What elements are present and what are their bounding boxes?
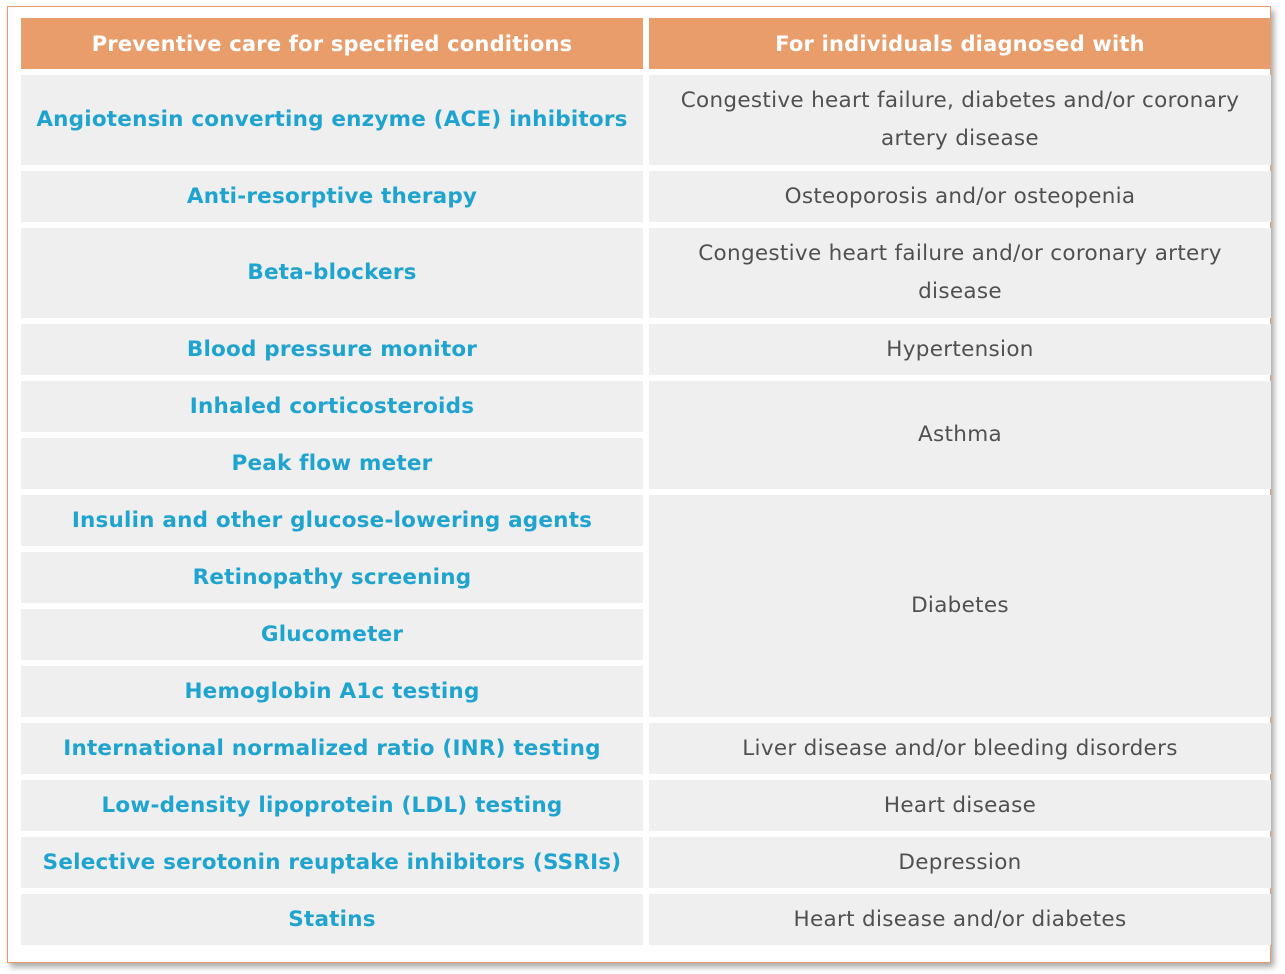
care-cell: Peak flow meter (21, 438, 643, 489)
table-row: Retinopathy screening (21, 552, 1271, 603)
table-row: Selective serotonin reuptake inhibitors … (21, 837, 1271, 888)
table-row: Glucometer (21, 609, 1271, 660)
care-cell: Glucometer (21, 609, 643, 660)
table-row: International normalized ratio (INR) tes… (21, 723, 1271, 774)
table-row: Blood pressure monitor Hypertension (21, 324, 1271, 375)
condition-cell: Heart disease and/or diabetes (649, 894, 1271, 945)
condition-cell: Hypertension (649, 324, 1271, 375)
table-row: Anti-resorptive therapy Osteoporosis and… (21, 171, 1271, 222)
care-cell: Low-density lipoprotein (LDL) testing (21, 780, 643, 831)
condition-cell: Asthma (649, 381, 1271, 489)
table-row: Inhaled corticosteroids Asthma (21, 381, 1271, 489)
table-row: Peak flow meter (21, 438, 1271, 489)
condition-cell: Congestive heart failure and/or coronary… (649, 228, 1271, 318)
column-header-care: Preventive care for specified conditions (21, 18, 643, 69)
table-row: Beta-blockers Congestive heart failure a… (21, 228, 1271, 318)
condition-cell: Congestive heart failure, diabetes and/o… (649, 75, 1271, 165)
care-cell: Inhaled corticosteroids (21, 381, 643, 432)
column-header-condition: For individuals diagnosed with (649, 18, 1271, 69)
care-cell: Anti-resorptive therapy (21, 171, 643, 222)
condition-cell: Diabetes (649, 495, 1271, 717)
care-cell: Angiotensin converting enzyme (ACE) inhi… (21, 75, 643, 165)
condition-cell: Osteoporosis and/or osteopenia (649, 171, 1271, 222)
preventive-care-table: Preventive care for specified conditions… (15, 12, 1277, 951)
table-frame: Preventive care for specified conditions… (7, 6, 1271, 963)
care-cell: Hemoglobin A1c testing (21, 666, 643, 717)
care-cell: Retinopathy screening (21, 552, 643, 603)
condition-cell: Heart disease (649, 780, 1271, 831)
care-cell: Insulin and other glucose-lowering agent… (21, 495, 643, 546)
condition-cell: Liver disease and/or bleeding disorders (649, 723, 1271, 774)
care-cell: Selective serotonin reuptake inhibitors … (21, 837, 643, 888)
care-cell: International normalized ratio (INR) tes… (21, 723, 643, 774)
table-row: Hemoglobin A1c testing (21, 666, 1271, 717)
header-row: Preventive care for specified conditions… (21, 18, 1271, 69)
care-cell: Beta-blockers (21, 228, 643, 318)
condition-cell: Depression (649, 837, 1271, 888)
table-row: Angiotensin converting enzyme (ACE) inhi… (21, 75, 1271, 165)
table-row: Statins Heart disease and/or diabetes (21, 894, 1271, 945)
care-cell: Statins (21, 894, 643, 945)
table-row: Insulin and other glucose-lowering agent… (21, 495, 1271, 717)
care-cell: Blood pressure monitor (21, 324, 643, 375)
table-row: Low-density lipoprotein (LDL) testing He… (21, 780, 1271, 831)
